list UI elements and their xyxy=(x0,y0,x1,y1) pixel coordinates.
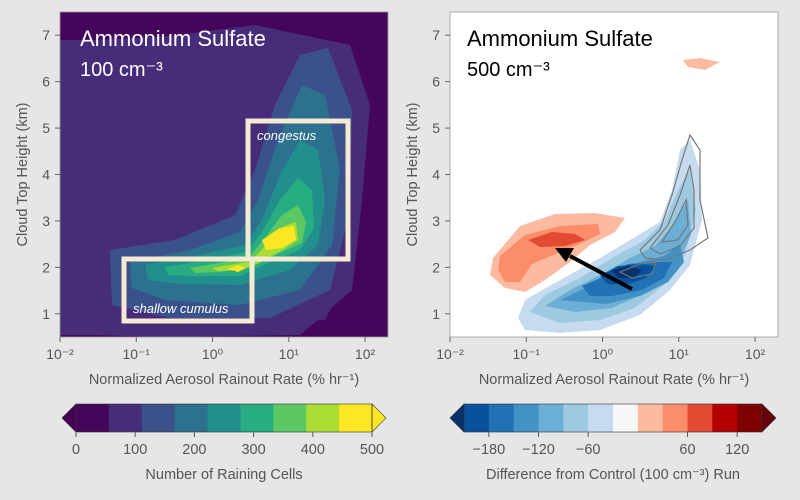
colorbar-tick-label: −180 xyxy=(472,442,505,458)
colorbar-tick-label: 300 xyxy=(241,442,265,458)
colorbar-segment xyxy=(687,404,713,432)
y-axis-label: Cloud Top Height (km) xyxy=(15,103,31,247)
heatmap-level xyxy=(190,205,306,273)
colorbar-segment xyxy=(538,404,564,432)
colorbar-segment xyxy=(563,404,589,432)
colorbar-frame xyxy=(463,403,763,433)
colorbar-under-triangle xyxy=(449,403,465,433)
right-panel: Ammonium Sulfate 500 cm⁻³ 10⁻² 10⁻¹ 10⁰ 10¹… xyxy=(405,11,779,388)
colorbar-tick-label: 60 xyxy=(679,442,695,458)
colorbar-over-triangle xyxy=(371,403,387,433)
heatmap-level xyxy=(528,232,585,247)
y-tick-label: 3 xyxy=(42,213,50,229)
y-tick-label: 2 xyxy=(432,259,440,275)
x-tick-label: 10⁻² xyxy=(436,346,464,362)
colorbar-segment xyxy=(464,404,490,432)
colorbar-segment xyxy=(712,404,738,432)
x-tick-label: 10¹ xyxy=(279,346,300,362)
left-annotation-boxes: shallow cumulus congestus xyxy=(121,118,351,324)
heatmap-level xyxy=(612,266,642,278)
x-tick-label: 10⁰ xyxy=(202,346,224,362)
colorbar-segment xyxy=(76,404,110,432)
y-tick-label: 6 xyxy=(432,74,440,90)
y-axis-label: Cloud Top Height (km) xyxy=(405,103,421,247)
shift-arrow xyxy=(555,248,633,291)
colorbar-segment xyxy=(488,404,515,432)
colorbar-tick-label: 0 xyxy=(72,442,80,458)
y-tick-label: 1 xyxy=(42,306,50,322)
colorbar-segment xyxy=(108,404,143,432)
colorbar-tick-label: 100 xyxy=(123,442,147,458)
heatmap-level xyxy=(683,58,720,70)
y-tick-label: 5 xyxy=(42,120,50,136)
shallow-cumulus-box xyxy=(121,256,255,324)
x-tick-label: 10¹ xyxy=(669,346,690,362)
congestus-box xyxy=(245,118,351,262)
x-tick-label: 10² xyxy=(745,346,766,362)
colorbar-label: Number of Raining Cells xyxy=(145,467,302,483)
colorbar-segment xyxy=(513,404,539,432)
x-tick-label: 10⁰ xyxy=(592,346,614,362)
right-panel-subtitle: 500 cm⁻³ xyxy=(467,59,550,81)
x-tick-label: 10⁻² xyxy=(46,346,74,362)
congestus-label: congestus xyxy=(257,128,317,143)
colorbar-segment xyxy=(588,404,614,432)
y-tick-label: 4 xyxy=(432,167,440,183)
contour-line xyxy=(660,197,689,243)
colorbar-tick-label: −60 xyxy=(576,442,601,458)
left-panel: shallow cumulus congestus Ammonium Sulfa… xyxy=(15,11,389,388)
x-tick-label: 10⁻¹ xyxy=(122,346,150,362)
colorbar-segment xyxy=(339,404,373,432)
colorbar-frame xyxy=(75,403,373,433)
contour-line xyxy=(639,133,709,261)
colorbar-segment xyxy=(306,404,340,432)
colorbar-segment xyxy=(613,404,639,432)
left-panel-title: Ammonium Sulfate xyxy=(80,26,266,51)
left-colorbar: 0 100 200 300 400 500 Number of Raining Cells xyxy=(61,403,387,483)
colorbar-segment xyxy=(174,404,209,432)
x-tick-label: 10⁻¹ xyxy=(512,346,540,362)
y-tick-label: 5 xyxy=(432,120,440,136)
colorbar-over-triangle xyxy=(761,403,777,433)
y-tick-label: 6 xyxy=(42,74,50,90)
colorbar-tick-label: 500 xyxy=(360,442,384,458)
colorbar-label: Difference from Control (100 cm⁻³) Run xyxy=(486,467,740,483)
shallow-cumulus-label: shallow cumulus xyxy=(133,301,229,316)
left-axes: 10⁻² 10⁻¹ 10⁰ 10¹ 10² 1 2 3 4 5 6 7 Normalized Aeros… xyxy=(15,11,389,388)
colorbar-segment xyxy=(207,404,241,432)
colorbar-segment xyxy=(273,404,307,432)
colorbar-segment xyxy=(737,404,763,432)
colorbar-segment xyxy=(662,404,688,432)
colorbar-tick-label: 400 xyxy=(301,442,325,458)
y-tick-label: 3 xyxy=(432,213,440,229)
y-tick-label: 7 xyxy=(42,27,50,43)
contour-line xyxy=(618,261,657,279)
heatmap-level xyxy=(228,265,246,272)
contour-line xyxy=(649,164,695,255)
right-panel-title: Ammonium Sulfate xyxy=(467,26,653,51)
colorbar-tick-label: −120 xyxy=(522,442,555,458)
x-axis-label: Normalized Aerosol Rainout Rate (% hr⁻¹) xyxy=(479,372,749,388)
arrow-shaft xyxy=(569,254,633,291)
x-tick-label: 10² xyxy=(355,346,376,362)
colorbar-segment xyxy=(141,404,176,432)
y-tick-label: 4 xyxy=(42,167,50,183)
colorbar-segment xyxy=(240,404,274,432)
colorbar-segment xyxy=(637,404,664,432)
heatmap-level xyxy=(262,226,296,250)
arrow-head xyxy=(555,248,574,262)
y-tick-label: 7 xyxy=(432,27,440,43)
colorbar-tick-label: 200 xyxy=(182,442,206,458)
right-axes: 10⁻² 10⁻¹ 10⁰ 10¹ 10² 1 2 3 4 5 6 7 Normalized Aeros… xyxy=(405,11,779,388)
y-tick-label: 2 xyxy=(42,259,50,275)
colorbar-under-triangle xyxy=(61,403,77,433)
x-axis-label: Normalized Aerosol Rainout Rate (% hr⁻¹) xyxy=(89,372,359,388)
control-contours xyxy=(618,133,709,279)
left-panel-subtitle: 100 cm⁻³ xyxy=(80,59,163,81)
right-colorbar: −180 −120 −60 60 120 Difference from Control … xyxy=(449,403,777,483)
colorbar-tick-label: 120 xyxy=(725,442,749,458)
y-tick-label: 1 xyxy=(432,306,440,322)
